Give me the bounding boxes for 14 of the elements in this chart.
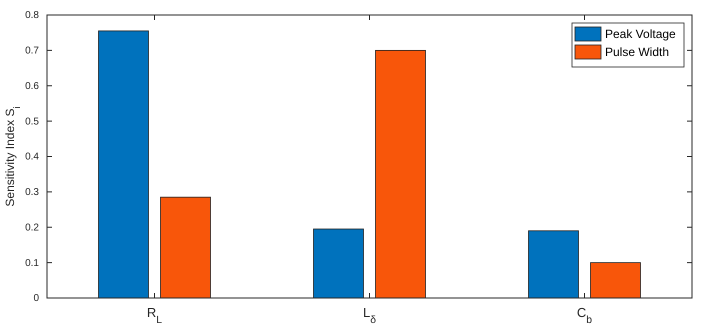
x-tick-label: R$_{L}$	[146, 305, 162, 326]
legend-label: Pulse Width	[605, 45, 670, 59]
y-tick-label: 0.5	[25, 116, 40, 128]
y-tick-label: 0.2	[25, 222, 40, 234]
legend-label: Peak Voltage	[605, 27, 676, 41]
y-tick-label: 0.7	[25, 46, 40, 57]
y-tick-label: 0.3	[25, 187, 40, 198]
y-tick-label: 0	[33, 293, 40, 304]
y-tick-label: 0.6	[25, 80, 40, 92]
y-tick-label: 0.4	[25, 152, 40, 163]
y-tick-label: 0.1	[25, 258, 40, 269]
x-tick-label: L$_{δ}$	[362, 305, 376, 326]
x-tick-label: C$_{b}$	[576, 305, 592, 326]
y-tick-label: 0.8	[25, 10, 40, 22]
